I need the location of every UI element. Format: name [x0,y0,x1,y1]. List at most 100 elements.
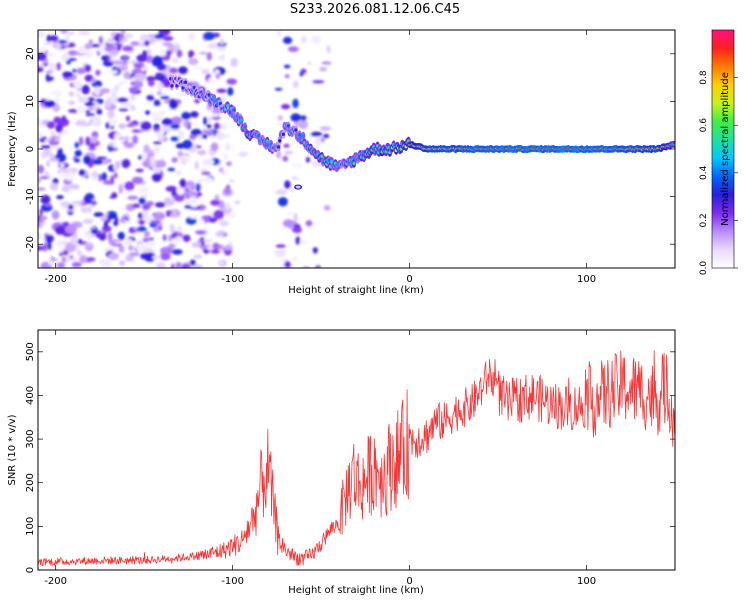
spectrogram-noise-blob [128,86,139,93]
spectrogram-noise-blob [175,262,182,268]
spectrogram-noise-blob [113,220,119,227]
spectrogram-noise-blob [38,187,46,191]
spectrogram-noise-blob [68,100,76,105]
spectrogram-noise-blob [55,123,63,133]
snr-y-tick-label: 400 [25,386,36,405]
snr-x-tick-label: 100 [577,576,596,587]
spectrogram-noise-blob [85,110,91,114]
spectrogram-noise-blob [79,136,84,146]
spectrogram-ridge-core [184,80,188,85]
spectrogram-noise-blob [49,182,59,191]
spectrogram-noise-blob [38,232,42,240]
spectrogram-noise-blob [228,178,235,184]
figure-title: S233.2026.081.12.06.C45 [289,2,461,17]
spectrogram-noise-blob [219,260,225,265]
spectrogram-noise-blob [56,195,64,200]
spectrogram-noise-blob [98,258,111,266]
spectrogram-noise-blob [230,57,238,68]
spectrogram-noise-blob [177,150,183,158]
spectrogram-noise-blob [135,242,147,252]
spectrogram-noise-blob [48,63,57,72]
spectrogram-x-tick-label: -100 [221,274,244,285]
spectrogram-noise-blob [182,234,191,242]
spectrogram-noise-blob [150,220,162,224]
spectrogram-noise-blob [283,151,294,154]
spectrogram-noise-blob [283,143,290,148]
spectrogram-noise-blob [91,171,99,178]
spectrogram-noise-blob [284,74,290,78]
spectrogram-noise-blob [154,202,166,208]
spectrogram-noise-blob [47,77,52,82]
spectrogram-noise-blob [62,249,69,256]
spectrogram-noise-blob [171,249,183,255]
spectrogram-ridge-core [170,84,174,88]
spectrogram-noise-blob [123,33,133,39]
spectrogram-ridge-core [286,124,290,128]
spectrogram-noise-blob [65,224,77,234]
spectrogram-noise-blob [84,102,95,107]
spectrogram-noise-blob [128,230,137,234]
spectrogram-noise-blob [65,60,71,65]
spectrogram-noise-blob [197,204,206,211]
spectrogram-noise-blob [155,72,165,78]
spectrogram-noise-blob [177,130,185,140]
spectrogram-noise-blob [39,47,43,51]
spectrogram-noise-blob [188,58,199,65]
spectrogram-noise-blob [69,255,74,259]
spectrogram-noise-blob [169,67,178,74]
spectrogram-noise-blob [213,122,221,130]
spectrogram-noise-blob [106,40,118,44]
spectrogram-noise-blob [173,192,185,202]
spectrogram-noise-blob [202,239,213,243]
spectrogram-noise-blob [90,136,99,144]
spectrogram-noise-blob [59,252,64,256]
spectrogram-noise-blob [223,152,228,161]
spectrogram-noise-blob [103,220,108,228]
spectrogram-noise-blob [167,167,176,172]
spectrogram-noise-blob [124,181,135,191]
spectrogram-noise-blob [61,52,70,62]
spectrogram-noise-blob [145,55,154,63]
spectrogram-noise-blob [216,88,227,93]
spectrogram-heatmap [38,30,675,268]
spectrogram-noise-blob [111,243,122,247]
spectrogram-noise-blob [153,212,166,221]
spectrogram-noise-blob [148,237,155,241]
spectrogram-noise-blob [43,41,56,46]
spectrogram-noise-blob [319,67,328,72]
spectrogram-noise-blob [210,249,220,254]
spectrogram-noise-blob [201,176,214,183]
spectrogram-noise-blob [289,257,299,262]
spectrogram-noise-blob [162,234,167,242]
snr-y-tick-label: 0 [25,567,36,573]
spectrogram-noise-blob [170,263,175,268]
spectrogram-noise-blob [138,219,146,225]
spectrogram-noise-blob [295,235,301,245]
spectrogram-noise-blob [146,76,156,82]
spectrogram-noise-blob [315,265,321,268]
spectrogram-noise-blob [238,151,249,157]
spectrogram-noise-blob [291,163,304,168]
spectrogram-y-tick-label: -20 [25,236,36,252]
spectrogram-x-tick-label: 0 [406,274,412,285]
spectrogram-noise-blob [151,173,162,182]
spectrogram-noise-blob [85,51,94,59]
spectrogram-noise-blob [78,169,86,176]
spectrogram-noise-blob [104,98,112,109]
spectrogram-ridge-core [232,108,236,112]
snr-plot-area [38,330,675,570]
spectrogram-noise-blob [162,36,174,41]
spectrogram-noise-blob [226,161,232,167]
spectrogram-noise-blob [56,240,63,247]
spectrogram-noise-blob [196,178,202,183]
spectrogram-noise-blob [176,170,182,176]
spectrogram-noise-blob [38,131,43,139]
spectrogram-noise-blob [73,158,81,163]
spectrogram-noise-blob [190,111,199,117]
spectrogram-noise-blob [53,116,62,124]
spectrogram-noise-blob [76,67,87,74]
spectrogram-noise-blob [75,119,88,127]
spectrogram-noise-blob [110,175,115,185]
spectrogram-noise-blob [169,196,175,201]
